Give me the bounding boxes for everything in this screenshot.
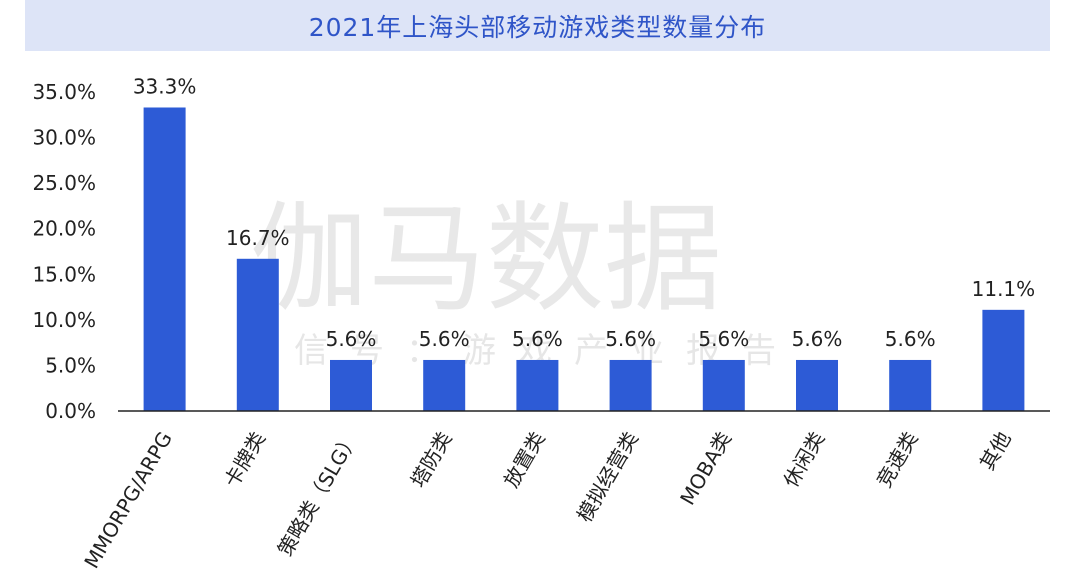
data-label: 5.6% <box>792 327 843 351</box>
y-tick-label: 35.0% <box>32 80 96 104</box>
data-label: 33.3% <box>133 74 197 98</box>
y-tick-label: 20.0% <box>32 217 96 241</box>
x-tick-label: 休闲类 <box>779 428 830 492</box>
y-axis: 0.0% 5.0% 10.0% 15.0% 20.0% 25.0% 30.0% 35.0% <box>32 80 96 423</box>
watermark-main: 伽马数据 <box>250 190 722 328</box>
x-tick-label: 放置类 <box>499 428 550 492</box>
bar <box>330 359 372 411</box>
data-label: 5.6% <box>326 327 377 351</box>
bar <box>423 359 466 411</box>
x-tick-label: MOBA类 <box>675 428 736 510</box>
x-tick-label: 竞速类 <box>872 428 923 492</box>
data-label: 5.6% <box>419 327 470 351</box>
bar <box>889 359 932 411</box>
y-tick-label: 0.0% <box>45 399 96 423</box>
x-tick-label: 卡牌类 <box>219 428 270 492</box>
x-tick-label: 模拟经营类 <box>572 428 643 527</box>
y-tick-label: 5.0% <box>45 353 96 377</box>
bar <box>143 107 186 411</box>
watermark-sub: 微信号：游戏产业报告 <box>238 331 798 371</box>
bar <box>702 359 745 411</box>
data-label: 5.6% <box>698 327 749 351</box>
data-label: 11.1% <box>972 277 1036 301</box>
data-label: 5.6% <box>885 327 936 351</box>
x-axis-labels: MMORPG/ARPG 卡牌类 策略类（SLG） 塔防类 放置类 模拟经营类 MOBA类 休闲… <box>79 428 1015 570</box>
bar <box>982 309 1025 411</box>
y-tick-label: 15.0% <box>32 262 96 286</box>
x-tick-label: MMORPG/ARPG <box>79 428 177 570</box>
bar <box>236 258 279 411</box>
bar <box>516 359 559 411</box>
data-labels: 33.3% 16.7% 5.6% 5.6% 5.6% 5.6% 5.6% 5.6% 5.6% 11… <box>133 74 1035 350</box>
x-tick-label: 策略类（SLG） <box>273 428 363 561</box>
bars <box>143 107 1025 411</box>
y-tick-label: 30.0% <box>32 126 96 150</box>
x-tick-label: 其他 <box>975 428 1016 475</box>
chart-title-band: 2021年上海头部移动游戏类型数量分布 <box>25 0 1050 51</box>
data-label: 5.6% <box>512 327 563 351</box>
bar <box>796 359 838 411</box>
x-tick-label: 塔防类 <box>406 428 457 492</box>
y-tick-label: 25.0% <box>32 171 96 195</box>
chart-title: 2021年上海头部移动游戏类型数量分布 <box>308 12 767 42</box>
y-tick-label: 10.0% <box>32 308 96 332</box>
watermark: 伽马数据 微信号：游戏产业报告 <box>238 190 798 371</box>
data-label: 16.7% <box>226 226 290 250</box>
data-label: 5.6% <box>605 327 656 351</box>
bar <box>609 359 652 411</box>
